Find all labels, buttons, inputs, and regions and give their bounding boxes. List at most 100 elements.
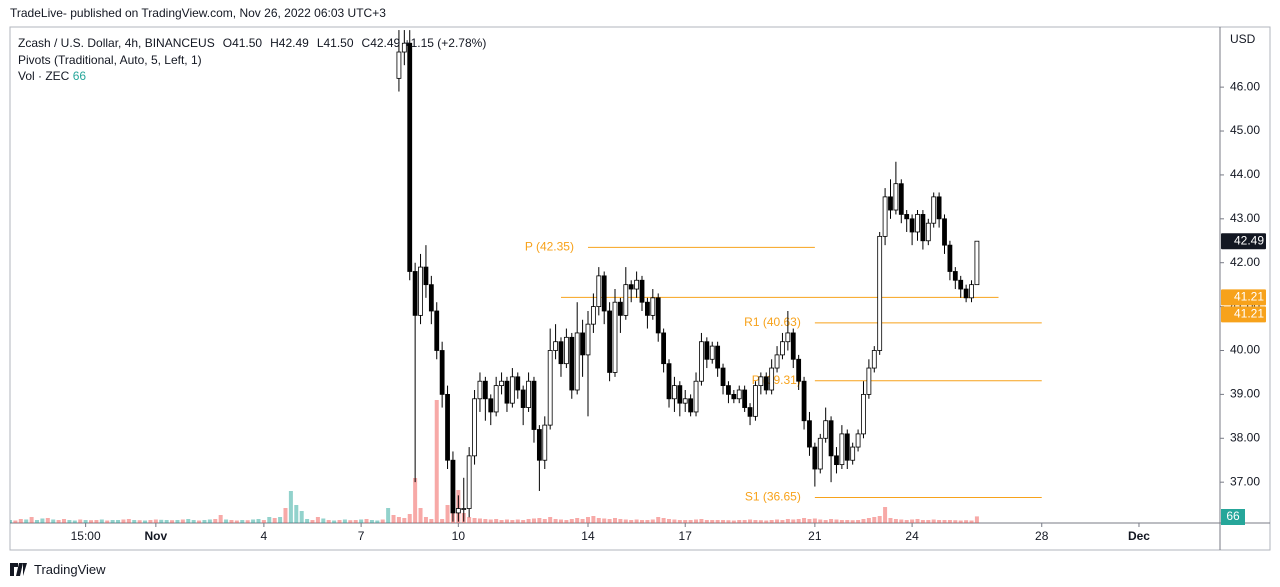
candle-body <box>904 214 910 220</box>
ohlc-key: L <box>316 36 324 50</box>
volume-bar <box>694 519 699 523</box>
volume-bar <box>521 520 526 523</box>
volume-bar <box>553 519 558 523</box>
publish-header: TradeLive- published on TradingView.com,… <box>10 6 386 20</box>
volume-bar <box>964 520 969 523</box>
candle-body <box>563 336 569 365</box>
candle-body <box>812 446 818 470</box>
candle-body <box>720 367 726 387</box>
footer-brand: TradingView <box>34 562 106 577</box>
candle-body <box>536 429 542 461</box>
candle-body <box>439 350 445 395</box>
volume-bar <box>251 519 256 523</box>
price-badge-label: 42.49 <box>1234 233 1264 247</box>
volume-bar <box>704 520 709 523</box>
volume-bar <box>904 520 909 523</box>
volume-bar <box>726 520 731 523</box>
volume-bar <box>731 520 736 523</box>
volume-bar <box>494 519 499 523</box>
volume-bar <box>202 520 207 523</box>
volume-bar <box>375 520 380 523</box>
candle-body <box>925 222 931 242</box>
volume-bar <box>89 520 94 523</box>
volume-bar <box>267 517 272 523</box>
volume-bar <box>121 519 126 523</box>
volume-bar <box>229 520 234 523</box>
volume-bar <box>564 520 569 523</box>
volume-bar <box>348 520 353 523</box>
volume-bar <box>40 518 45 523</box>
ohlc-value: 42.49 <box>370 36 401 50</box>
volume-bar <box>423 517 428 523</box>
volume-badge <box>1221 509 1245 525</box>
candle-body <box>790 332 796 360</box>
volume-bar <box>207 519 212 523</box>
candle-body <box>504 380 510 404</box>
candle-body <box>747 407 753 417</box>
candle-body <box>942 218 947 246</box>
volume-bar <box>218 515 223 523</box>
candle-body <box>542 424 548 461</box>
volume-layer <box>10 400 979 523</box>
volume-bar <box>575 518 580 523</box>
legend-main: Zcash / U.S. Dollar, 4h, BINANCEUS O41.50… <box>18 35 486 52</box>
ohlc-value: 42.49 <box>278 36 309 50</box>
candle-body <box>515 376 521 391</box>
volume-bar <box>126 519 131 523</box>
candle-body <box>753 385 758 417</box>
y-tick-label: 45.00 <box>1230 123 1260 137</box>
candle-body <box>817 437 823 470</box>
volume-bar <box>974 516 979 523</box>
candle-body <box>531 380 537 430</box>
volume-bar <box>472 518 477 523</box>
candle-body <box>952 271 958 281</box>
candle-body <box>418 266 423 316</box>
x-tick-label: Nov <box>145 529 168 543</box>
ohlc-key: C <box>361 36 371 50</box>
candle-body <box>499 380 504 387</box>
volume-bar <box>640 520 645 523</box>
candle-body <box>850 446 856 461</box>
volume-bar <box>920 520 925 523</box>
volume-bar <box>197 520 202 523</box>
volume-title: Vol · ZEC <box>18 69 70 83</box>
candle-body <box>396 51 402 79</box>
volume-bar <box>888 518 893 523</box>
volume-bar <box>526 519 531 523</box>
candle-body <box>758 376 764 387</box>
volume-bar <box>294 505 299 523</box>
volume-bar <box>429 519 434 523</box>
volume-bar <box>775 519 780 523</box>
volume-bar <box>510 520 515 523</box>
x-tick-label: 17 <box>679 529 693 543</box>
volume-bar <box>812 518 817 523</box>
candle-body <box>834 455 839 466</box>
candle-body <box>607 310 612 373</box>
candle-body <box>574 332 580 391</box>
y-tick-label: 43.00 <box>1230 211 1260 225</box>
y-tick-label: 44.00 <box>1230 167 1260 181</box>
candle-body <box>931 196 937 224</box>
volume-bar <box>688 520 693 523</box>
pivot-label: R1 (40.63) <box>744 315 801 329</box>
volume-bar <box>477 518 482 523</box>
candle-body <box>796 358 802 382</box>
volume-bar <box>99 519 104 523</box>
volume-bar <box>499 520 504 523</box>
y-tick-label: 39.00 <box>1230 387 1260 401</box>
candle-body <box>477 380 483 400</box>
volume-legend: Vol · ZEC 66 <box>18 68 486 85</box>
volume-bar <box>823 520 828 523</box>
x-tick-label: 14 <box>581 529 595 543</box>
volume-bar <box>418 508 423 523</box>
volume-bar <box>548 517 553 523</box>
volume-bar <box>278 517 283 523</box>
volume-bar <box>791 519 796 523</box>
candle-body <box>780 341 785 356</box>
candle-layer <box>396 30 980 522</box>
candle-body <box>445 393 450 461</box>
candle-body <box>666 363 672 400</box>
volume-bar <box>796 519 801 523</box>
x-tick-label: 28 <box>1035 529 1049 543</box>
